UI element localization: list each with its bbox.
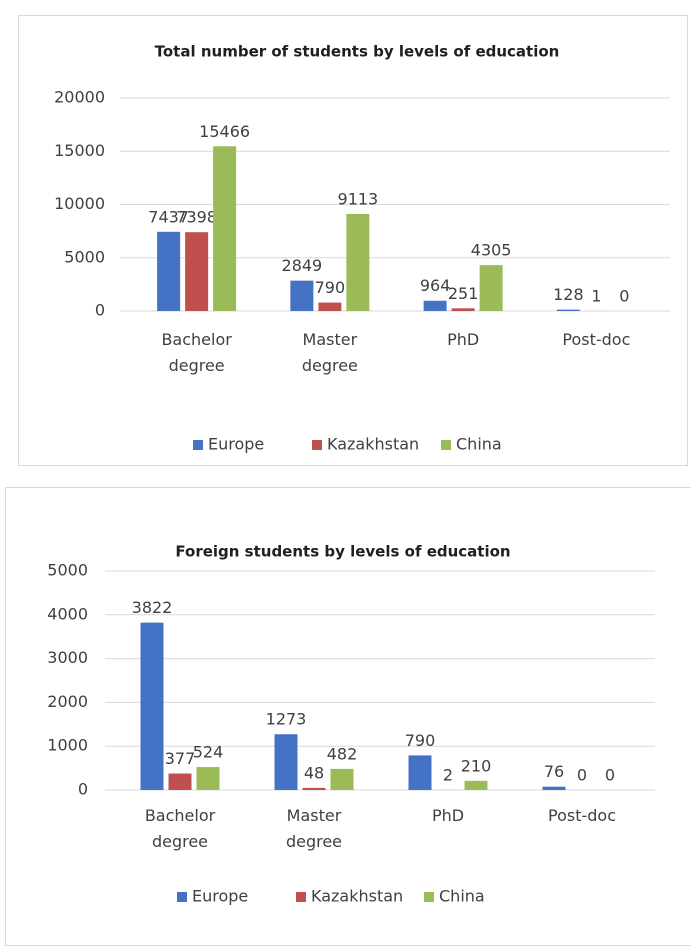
data-label: 9113 [338, 189, 379, 208]
data-label: 7437 [148, 207, 189, 226]
data-label: 1273 [266, 710, 307, 729]
y-tick-label: 10000 [54, 194, 105, 213]
bar [302, 787, 326, 790]
data-label: 1 [591, 286, 601, 305]
y-tick-label: 5000 [64, 247, 105, 266]
x-tick-label-box: PhD [447, 330, 480, 349]
chart-title: Total number of students by levels of ed… [155, 43, 560, 61]
legend-label: China [456, 435, 502, 454]
data-label: 0 [619, 287, 629, 306]
bar [318, 302, 342, 311]
data-label: 482 [327, 744, 358, 763]
data-label: 2 [443, 765, 453, 784]
x-tick-label: Post-doc [548, 806, 616, 825]
data-label: 377 [165, 749, 196, 768]
x-tick-label-box: Master degree [301, 330, 358, 375]
y-tick-label: 4000 [47, 604, 88, 623]
x-tick-label: Bachelor degree [144, 806, 216, 851]
legend-label: Europe [192, 887, 248, 906]
data-label: 7398 [176, 208, 217, 227]
x-tick-label-box: Post-doc [562, 330, 631, 349]
data-label: 790 [405, 731, 436, 750]
x-tick-label: PhD [431, 806, 465, 825]
bar [556, 309, 580, 311]
x-tick-label-box: Master degree [285, 806, 343, 851]
y-tick-label: 15000 [54, 141, 105, 160]
bar [290, 280, 314, 311]
data-label: 48 [304, 763, 324, 782]
legend-label: Europe [208, 435, 264, 454]
x-tick-label: Bachelor degree [161, 330, 232, 375]
bar [423, 300, 447, 311]
bar [196, 767, 220, 790]
x-tick-label: Post-doc [562, 330, 631, 349]
legend-swatch [424, 892, 434, 902]
bar [451, 308, 475, 311]
data-label: 251 [448, 284, 479, 303]
x-tick-label: Master degree [285, 806, 343, 851]
bar [479, 265, 503, 311]
data-label: 128 [553, 285, 584, 304]
data-label: 2849 [282, 256, 323, 275]
x-tick-label-box: PhD [431, 806, 465, 825]
data-label: 964 [420, 276, 451, 295]
bar [140, 622, 164, 790]
data-label: 4305 [471, 241, 512, 260]
x-tick-label-box: Bachelor degree [144, 806, 216, 851]
legend-swatch [441, 440, 451, 450]
data-label: 790 [315, 278, 346, 297]
bar [464, 780, 488, 790]
bar [157, 231, 181, 311]
chart-title: Foreign students by levels of education [175, 543, 510, 561]
y-tick-label: 2000 [47, 692, 88, 711]
bar [168, 773, 192, 790]
bar [213, 146, 237, 311]
x-tick-label: Master degree [301, 330, 358, 375]
bar [408, 755, 432, 790]
legend-label: Kazakhstan [327, 435, 419, 454]
x-tick-label: PhD [447, 330, 480, 349]
y-tick-label: 3000 [47, 648, 88, 667]
data-label: 0 [577, 766, 587, 785]
x-tick-label-box: Bachelor degree [161, 330, 232, 375]
legend-label: Kazakhstan [311, 887, 403, 906]
bar [185, 232, 209, 311]
data-label: 0 [605, 766, 615, 785]
y-tick-label: 5000 [47, 561, 88, 580]
data-label: 210 [461, 756, 492, 775]
y-tick-label: 0 [78, 780, 88, 799]
data-label: 76 [544, 762, 564, 781]
legend-swatch [177, 892, 187, 902]
y-tick-label: 20000 [54, 88, 105, 107]
legend-swatch [193, 440, 203, 450]
legend-swatch [296, 892, 306, 902]
bar [542, 786, 566, 790]
bar [274, 734, 298, 790]
y-tick-label: 0 [95, 301, 105, 320]
data-label: 3822 [132, 598, 173, 617]
y-tick-label: 1000 [47, 736, 88, 755]
chart-frame [5, 487, 691, 946]
legend-label: China [439, 887, 485, 906]
bar [346, 213, 370, 311]
data-label: 15466 [199, 122, 250, 141]
data-label: 524 [193, 743, 224, 762]
bar [330, 768, 354, 790]
legend-swatch [312, 440, 322, 450]
x-tick-label-box: Post-doc [548, 806, 616, 825]
